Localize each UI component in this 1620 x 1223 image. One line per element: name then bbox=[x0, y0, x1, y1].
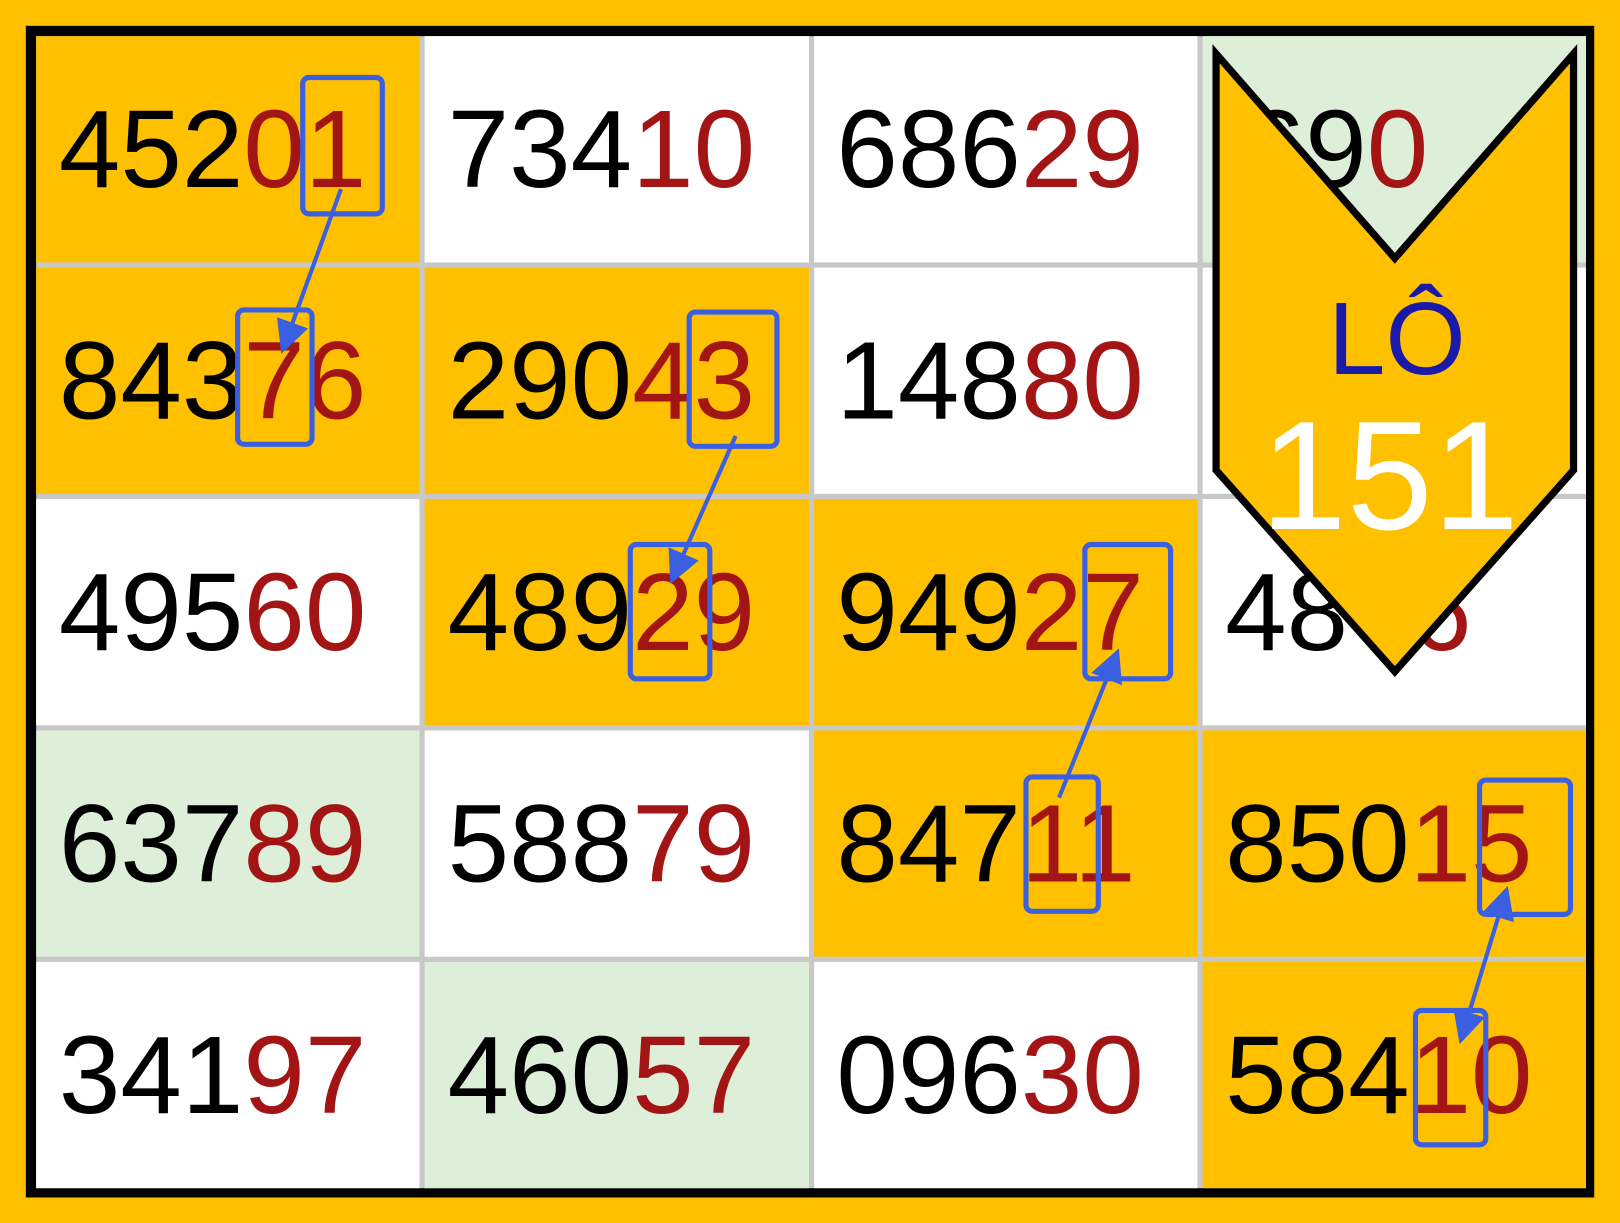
tail-digits: 15 bbox=[1409, 781, 1533, 906]
lead-digits: 949 bbox=[836, 549, 1021, 674]
number-cell: 637 89 bbox=[36, 730, 420, 957]
number-cell: 843 76 bbox=[36, 267, 420, 494]
number-cell: 460 57 bbox=[424, 961, 809, 1189]
digit-highlight-box bbox=[1023, 774, 1101, 914]
digit-highlight-box bbox=[686, 309, 780, 449]
tail-digits: 29 bbox=[1020, 86, 1144, 211]
number-cell: 148 80 bbox=[813, 267, 1198, 494]
link-arrows bbox=[277, 188, 1514, 1045]
lead-digits: 637 bbox=[58, 781, 244, 906]
number-cell: 341 97 bbox=[36, 961, 420, 1189]
lead-digits: 489 bbox=[447, 549, 633, 674]
arrow-icon bbox=[1057, 648, 1122, 799]
lead-digits: 686 bbox=[836, 86, 1021, 211]
tail-digits: 43 bbox=[632, 318, 756, 443]
tail-digits: 80 bbox=[1020, 318, 1144, 443]
lead-digits: 452 bbox=[58, 86, 244, 211]
lead-digits: 584 bbox=[1225, 1012, 1410, 1137]
lead-digits: 850 bbox=[1225, 781, 1410, 906]
arrow-icon bbox=[668, 435, 738, 585]
digit-highlight-box bbox=[300, 74, 385, 217]
tail-digits: 60 bbox=[243, 549, 367, 674]
badge-label: LÔ bbox=[1328, 280, 1466, 396]
number-cell: 949 27 bbox=[813, 499, 1198, 726]
lead-digits: 148 bbox=[836, 318, 1021, 443]
number-cell: 850 15 bbox=[1202, 730, 1586, 957]
digit-highlight-box bbox=[235, 307, 315, 447]
arrow-icon bbox=[1453, 885, 1514, 1045]
tail-digits: 89 bbox=[243, 781, 367, 906]
chevron-down-icon bbox=[1212, 44, 1578, 678]
tail-digits: 97 bbox=[243, 1012, 367, 1137]
tail-digits: 0 bbox=[1366, 86, 1429, 211]
number-cell: 734 10 bbox=[424, 36, 809, 263]
tail-digits: 11 bbox=[1020, 781, 1136, 906]
digit-highlight-boxes bbox=[235, 74, 1574, 1148]
number-cell: 290 43 bbox=[424, 267, 809, 494]
lead-digits: 290 bbox=[447, 318, 633, 443]
number-cell: 584 10 bbox=[1202, 961, 1586, 1189]
tail-digits: 79 bbox=[632, 781, 756, 906]
lead-digits: 495 bbox=[58, 549, 244, 674]
lo-badge: LÔ 151 bbox=[1212, 44, 1578, 678]
number-cell: 686 29 bbox=[813, 36, 1198, 263]
number-cell: 588 79 bbox=[424, 730, 809, 957]
lead-digits: 341 bbox=[58, 1012, 244, 1137]
tail-digits: 30 bbox=[1020, 1012, 1144, 1137]
lead-digits: 588 bbox=[447, 781, 633, 906]
badge-number: 151 bbox=[1260, 389, 1519, 562]
tail-digits: 10 bbox=[632, 86, 756, 211]
number-cell: 096 30 bbox=[813, 961, 1198, 1189]
arrow-icon bbox=[277, 188, 343, 354]
lead-digits: 843 bbox=[58, 318, 244, 443]
number-cell: 847 11 bbox=[813, 730, 1198, 957]
lead-digits: 096 bbox=[836, 1012, 1021, 1137]
digit-highlight-box bbox=[1082, 541, 1174, 682]
digit-highlight-box bbox=[1476, 777, 1574, 917]
lead-digits: 734 bbox=[447, 86, 633, 211]
lead-digits: 460 bbox=[447, 1012, 633, 1137]
tail-digits: 57 bbox=[632, 1012, 756, 1137]
number-cell: 489 29 bbox=[424, 499, 809, 726]
digit-highlight-box bbox=[627, 541, 713, 682]
number-cell: 495 60 bbox=[36, 499, 420, 726]
digit-highlight-box bbox=[1412, 1007, 1489, 1148]
lead-digits: 847 bbox=[836, 781, 1021, 906]
